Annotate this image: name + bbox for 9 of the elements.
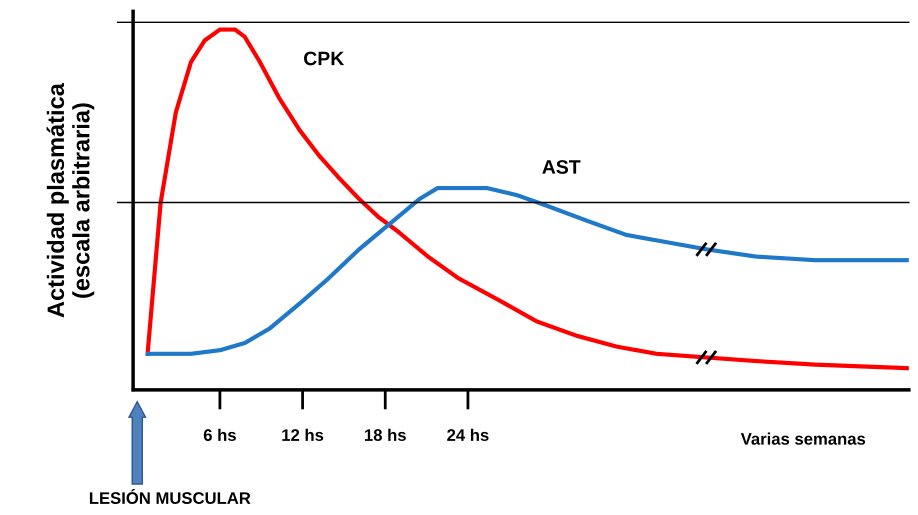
x-tick-label: 6 hs — [204, 428, 236, 441]
series-label: AST — [542, 160, 580, 174]
y-axis-title: Actividad plasmática (escala arbitraria) — [46, 82, 94, 318]
series-label: CPK — [304, 52, 344, 66]
text: LESIÓN MUSCULAR — [90, 489, 251, 504]
x-tick-label: 18 hs — [364, 428, 406, 441]
x-tick-label: 24 hs — [447, 428, 489, 441]
x-tick-label: 12 hs — [282, 428, 324, 441]
text: Varias semanas — [740, 432, 866, 445]
